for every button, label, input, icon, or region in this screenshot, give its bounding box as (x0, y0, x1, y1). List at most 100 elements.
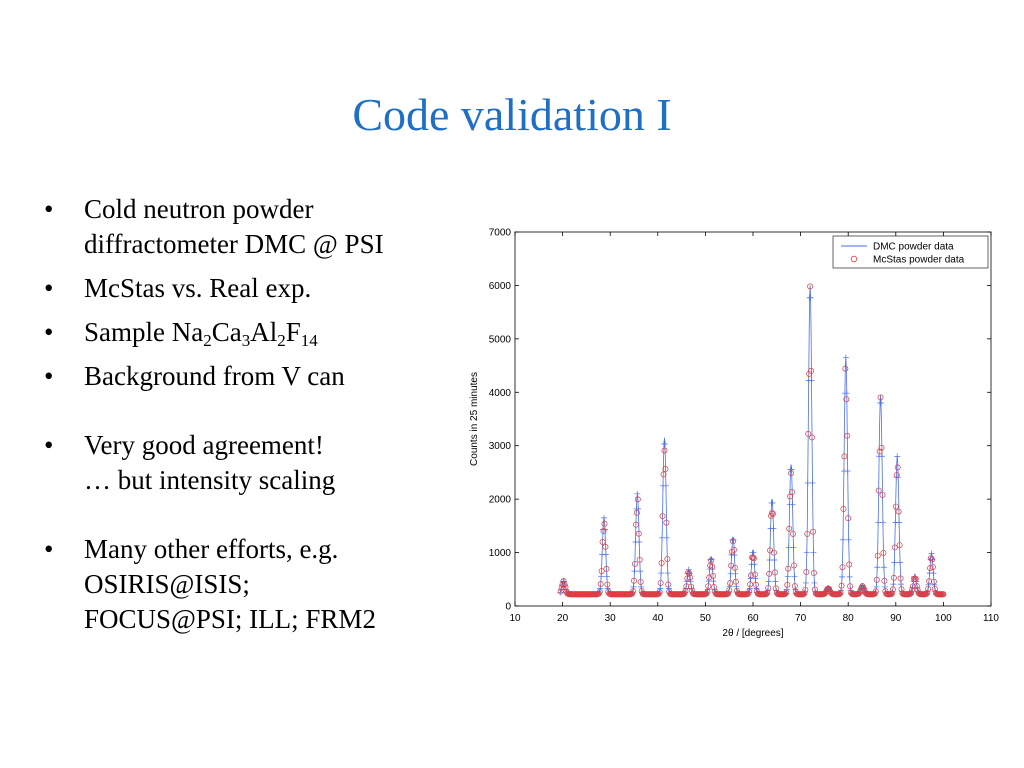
point-mcstas (633, 509, 640, 516)
point-dmc (635, 505, 642, 512)
point-mcstas (751, 555, 757, 562)
point-mcstas (630, 588, 636, 595)
point-mcstas (763, 591, 770, 597)
point-dmc (846, 573, 853, 580)
legend-label-dmc: DMC powder data (873, 242, 954, 253)
point-mcstas (748, 572, 755, 579)
point-dmc (630, 583, 637, 590)
point-dmc (661, 440, 668, 447)
point-mcstas (704, 589, 711, 595)
bullet-item: • Very good agreement! … but intensity s… (40, 428, 480, 498)
point-mcstas (874, 552, 881, 559)
point-dmc (601, 526, 608, 533)
point-dmc (809, 479, 816, 486)
point-dmc (931, 581, 938, 588)
point-mcstas (846, 561, 853, 568)
point-dmc (746, 585, 753, 592)
point-mcstas (789, 489, 795, 495)
point-mcstas (751, 571, 758, 578)
point-mcstas (786, 525, 793, 532)
y-tick-label: 3000 (489, 441, 512, 452)
bullet-text: OSIRIS@ISIS; (84, 569, 250, 599)
point-dmc (772, 578, 779, 585)
bullet-text: diffractometer DMC @ PSI (84, 229, 384, 259)
bullet-list: • Cold neutron powder diffractometer DMC… (40, 192, 480, 646)
bullet-dot: • (44, 534, 54, 564)
point-mcstas (710, 573, 716, 579)
point-dmc (789, 501, 796, 508)
x-tick-label: 110 (983, 613, 999, 624)
point-mcstas (732, 578, 739, 585)
point-dmc (664, 570, 671, 577)
x-tick-label: 80 (843, 613, 855, 624)
point-mcstas (895, 508, 902, 515)
point-mcstas (665, 581, 672, 588)
plot-frame (514, 231, 992, 607)
point-mcstas (635, 530, 642, 537)
point-mcstas (805, 430, 812, 437)
point-dmc (753, 585, 760, 592)
point-mcstas (632, 521, 639, 528)
point-dmc (879, 519, 886, 526)
point-dmc (663, 534, 670, 541)
point-mcstas (837, 589, 844, 596)
point-mcstas (725, 590, 732, 597)
point-mcstas (788, 470, 795, 477)
point-mcstas (840, 506, 847, 512)
point-mcstas (711, 584, 717, 591)
bullet-item: • Background from V can (40, 359, 480, 394)
point-mcstas (602, 543, 609, 550)
bullet-text: Background from V can (84, 361, 345, 391)
point-mcstas (629, 590, 636, 597)
point-mcstas (803, 569, 810, 576)
point-mcstas (628, 591, 635, 598)
point-mcstas (597, 580, 604, 587)
point-mcstas (847, 583, 854, 590)
point-mcstas (731, 564, 738, 571)
point-mcstas (810, 528, 816, 535)
y-tick-label: 5000 (489, 334, 512, 345)
point-mcstas (747, 581, 754, 588)
point-mcstas (770, 549, 777, 556)
point-mcstas (890, 574, 897, 581)
point-mcstas (603, 565, 610, 572)
point-dmc (662, 482, 669, 489)
point-mcstas (929, 564, 936, 570)
point-dmc (896, 519, 903, 526)
point-mcstas (730, 538, 736, 545)
point-dmc (658, 570, 665, 577)
point-mcstas (926, 578, 933, 585)
point-dmc (925, 581, 932, 588)
x-tick-label: 90 (890, 613, 902, 624)
point-mcstas (771, 569, 778, 576)
point-mcstas (657, 579, 664, 586)
point-dmc (602, 551, 609, 558)
point-dmc (874, 564, 881, 571)
point-mcstas (810, 570, 817, 576)
legend-box (832, 235, 989, 269)
point-mcstas (894, 464, 901, 471)
point-dmc (802, 579, 809, 586)
x-axis-label: 2θ / [degrees] (722, 628, 783, 639)
point-dmc (665, 585, 672, 592)
point-mcstas (931, 585, 938, 592)
point-mcstas (784, 581, 791, 588)
point-mcstas (893, 472, 900, 478)
x-tick-label: 100 (935, 613, 952, 624)
point-mcstas (596, 588, 603, 595)
point-dmc (843, 390, 850, 397)
y-axis-label: Counts in 25 minutes (469, 372, 480, 466)
point-dmc (769, 499, 776, 506)
point-mcstas (897, 575, 904, 582)
point-mcstas (809, 434, 815, 441)
point-mcstas (891, 544, 898, 551)
point-mcstas (843, 396, 850, 403)
point-mcstas (923, 591, 930, 597)
point-mcstas (733, 587, 740, 594)
point-dmc (634, 490, 641, 497)
point-mcstas (836, 591, 843, 597)
point-mcstas (826, 585, 833, 592)
point-dmc (878, 453, 885, 460)
point-dmc (771, 556, 778, 563)
point-mcstas (562, 584, 569, 591)
